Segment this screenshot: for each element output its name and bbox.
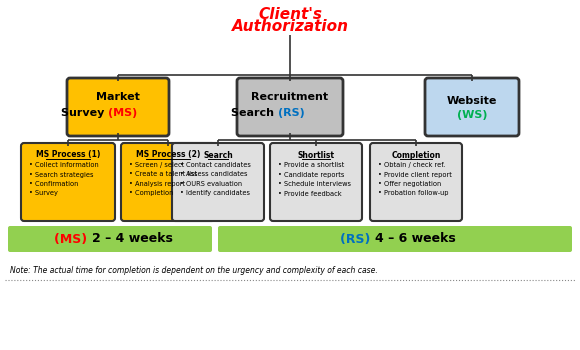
Text: • Offer negotiation: • Offer negotiation (378, 181, 441, 187)
Text: • Obtain / check ref.: • Obtain / check ref. (378, 162, 445, 168)
Text: • Completion: • Completion (129, 190, 173, 196)
Text: • Create a talent list: • Create a talent list (129, 172, 197, 177)
Text: Authorization: Authorization (231, 19, 349, 34)
Text: Market: Market (96, 92, 140, 102)
Text: • Contact candidates: • Contact candidates (180, 162, 251, 168)
FancyBboxPatch shape (172, 143, 264, 221)
FancyBboxPatch shape (237, 78, 343, 136)
Text: 4 – 6 weeks: 4 – 6 weeks (375, 232, 456, 245)
Text: • OURS evaluation: • OURS evaluation (180, 181, 242, 187)
Text: Search: Search (231, 108, 278, 118)
Text: Recruitment: Recruitment (252, 92, 328, 102)
Text: (WS): (WS) (457, 110, 487, 120)
Text: • Provide feedback: • Provide feedback (278, 190, 342, 196)
Text: Website: Website (447, 96, 497, 106)
Text: MS Process (2): MS Process (2) (136, 150, 200, 160)
Text: (RS): (RS) (340, 232, 375, 245)
Text: • Provide client report: • Provide client report (378, 172, 452, 177)
Text: Survey: Survey (61, 108, 108, 118)
Text: • Search strategies: • Search strategies (29, 172, 93, 177)
Text: Note: The actual time for completion is dependent on the urgency and complexity : Note: The actual time for completion is … (10, 266, 378, 275)
Text: • Schedule interviews: • Schedule interviews (278, 181, 351, 187)
FancyBboxPatch shape (370, 143, 462, 221)
Text: • Collect information: • Collect information (29, 162, 99, 168)
Text: Search: Search (203, 150, 233, 160)
Text: Shortlist: Shortlist (298, 150, 335, 160)
Text: • Analysis report: • Analysis report (129, 181, 185, 187)
Text: MS Process (1): MS Process (1) (36, 150, 100, 160)
FancyBboxPatch shape (270, 143, 362, 221)
Text: 2 – 4 weeks: 2 – 4 weeks (92, 232, 173, 245)
FancyBboxPatch shape (425, 78, 519, 136)
Text: • Probation follow-up: • Probation follow-up (378, 190, 448, 196)
Text: • Provide a shortlist: • Provide a shortlist (278, 162, 345, 168)
Text: (MS): (MS) (108, 108, 137, 118)
Text: Client's: Client's (258, 7, 322, 22)
Text: • Screen / select: • Screen / select (129, 162, 184, 168)
FancyBboxPatch shape (121, 143, 215, 221)
Text: • Identify candidates: • Identify candidates (180, 190, 250, 196)
Text: • Candidate reports: • Candidate reports (278, 172, 345, 177)
FancyBboxPatch shape (8, 226, 212, 252)
Text: • Assess candidates: • Assess candidates (180, 172, 248, 177)
FancyBboxPatch shape (218, 226, 572, 252)
Text: (MS): (MS) (55, 232, 92, 245)
Text: Completion: Completion (392, 150, 441, 160)
Text: • Survey: • Survey (29, 190, 58, 196)
Text: • Confirmation: • Confirmation (29, 181, 78, 187)
FancyBboxPatch shape (67, 78, 169, 136)
Text: (RS): (RS) (278, 108, 304, 118)
FancyBboxPatch shape (21, 143, 115, 221)
